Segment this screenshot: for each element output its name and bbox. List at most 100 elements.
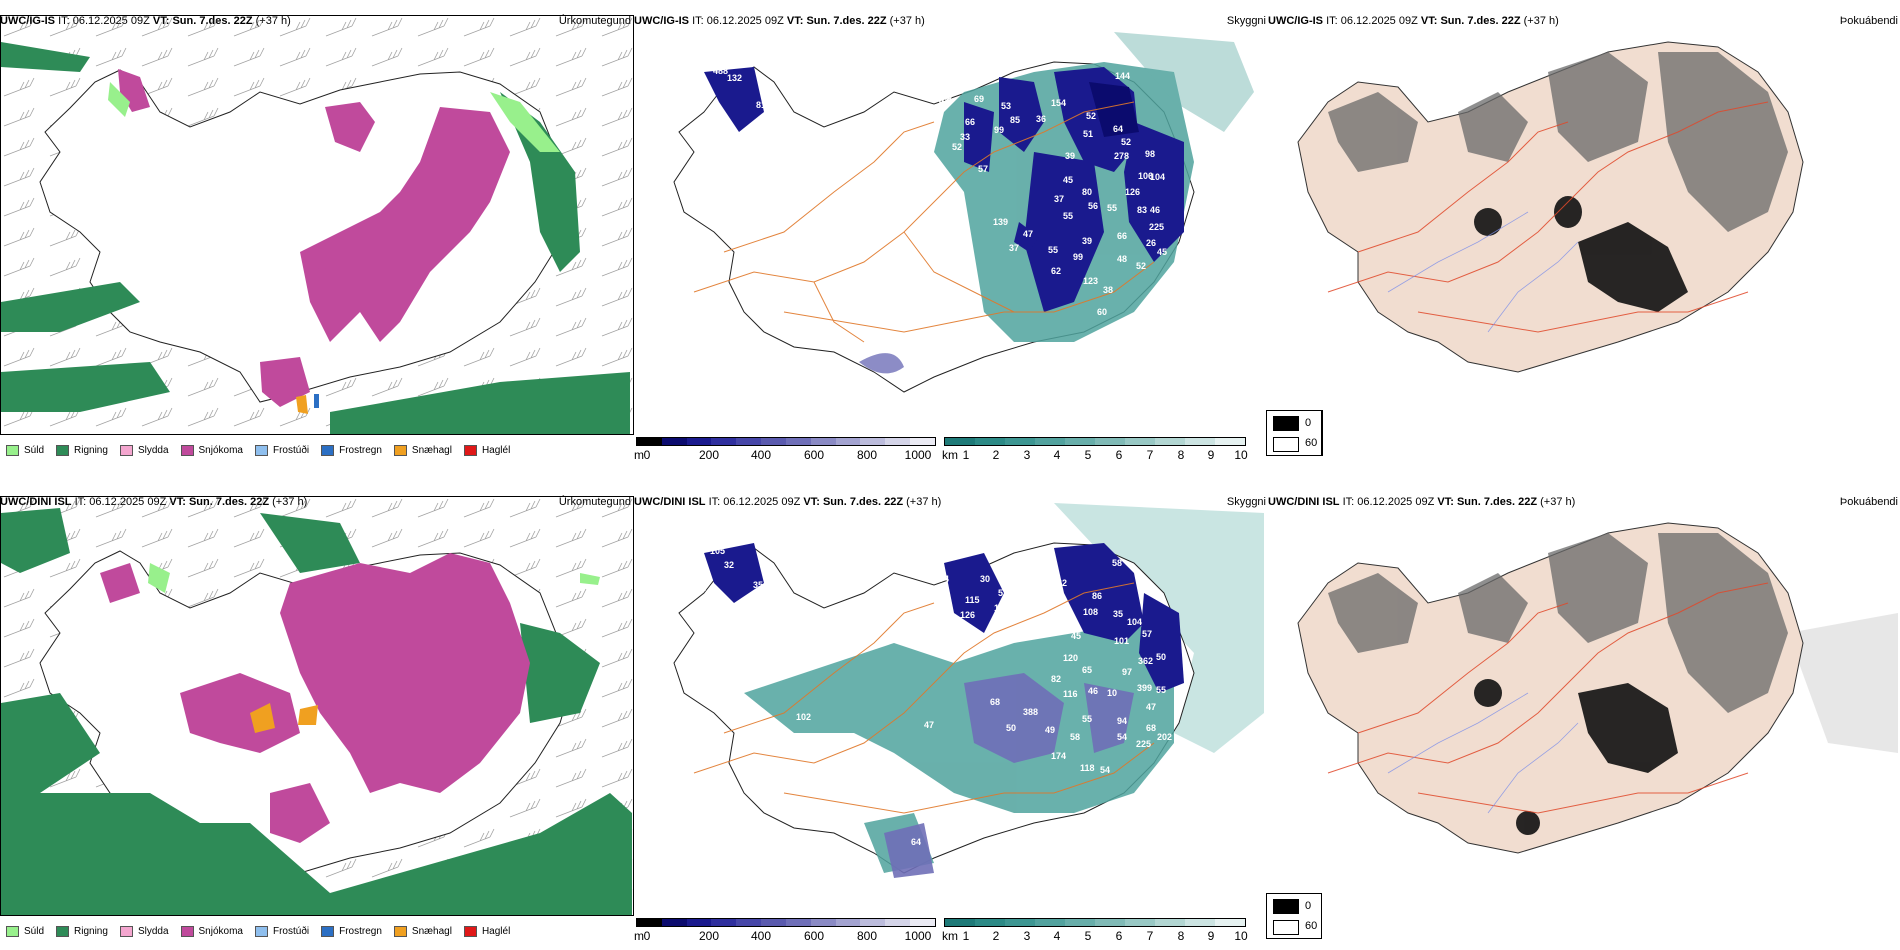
colorbar-segment [761,919,786,926]
ceiling-value-label: 110 [750,637,765,647]
ceiling-value-label: 62 [1051,266,1061,276]
ceiling-value-label: 154 [1051,98,1066,108]
colorbar-segment [1035,438,1065,445]
ceiling-value-label: 174 [1051,751,1066,761]
colorbar-segment [1065,438,1095,445]
fog-map-canvas [1297,522,1898,854]
ceiling-value-label: 120 [1063,653,1078,663]
colorbar-segment [835,919,861,926]
ceiling-visibility-map-bottom: UWC/DINI ISL IT: 06.12.2025 09Z VT: Sun.… [634,493,1268,944]
legend-swatch [254,925,268,937]
colorbar-segment [835,438,861,445]
ceiling-value-label: 39 [1082,236,1092,246]
ceiling-value-label: 106 [1138,171,1153,181]
legend-item: Frostúði [254,444,309,456]
legend-swatch [56,444,70,456]
panel-title: Þokuábendi [1839,496,1898,508]
legend-item: Slydda [119,444,169,456]
legend-item: Frostúði [254,925,309,937]
ceiling-value-label: 116 [1063,689,1078,699]
legend-item: Snjókoma [180,444,243,456]
legend-swatch [463,444,477,456]
ceiling-value-label: 225 [1136,739,1151,749]
legend-swatch [56,925,70,937]
colorbar-segment [860,438,886,445]
ceiling-value-label: 46 [1088,686,1098,696]
ceiling-value-label: 37 [698,583,708,593]
colorbar-segment [945,438,975,445]
ceiling-value-label: 99 [1073,252,1083,262]
colorbar-segment [661,919,687,926]
colorbar-segment [810,438,836,445]
legend-swatch [6,925,19,937]
ceiling-value-label: 53 [1001,101,1011,111]
panel-title: Skyggni [1226,496,1266,508]
visibility-colorbar: km 1 2 3 4 5 6 7 8 9 10 [942,437,1264,463]
colorbar-segment [1095,919,1125,926]
ceiling-values: 35 62 58 45 82 68 58 47 37 52 86 57 50 47 49 54 32 30 28 10… [698,546,1172,872]
ceiling-value-label: 36 [692,103,702,113]
legend-swatch [180,444,194,456]
ceiling-value-label: 47 [939,96,949,106]
ceiling-value-label: 56 [880,114,890,124]
map-header: UWC/DINI ISL IT: 06.12.2025 09Z VT: Sun.… [634,493,1268,511]
colorbar-segment [910,438,935,445]
precip-legend: Súld Rigning Slydda Snjókoma Frostúði Fr… [0,918,634,944]
ceiling-value-label: 67 [750,152,760,162]
ceiling-value-label: 184 [731,615,746,625]
ceiling-value-label: 97 [1122,667,1132,677]
colorbar-segment [1155,919,1185,926]
ceiling-value-label: 98 [1145,149,1155,159]
colorbar-segment [1185,919,1215,926]
ceiling-value-label: 123 [1083,276,1098,286]
colorbar-segment [686,919,712,926]
ceiling-value-label: 56 [1088,201,1098,211]
colorbar-segment [1095,438,1125,445]
ceiling-value-label: 108 [1083,607,1098,617]
legend-item: Snjókoma [180,925,243,937]
ceiling-value-label: 18 [710,61,720,71]
colorbar-segment [1155,438,1185,445]
ceiling-value-label: 47 [1023,229,1033,239]
ceiling-value-label: 52 [1121,137,1131,147]
ceiling-value-label: 37 [1054,194,1064,204]
ceiling-value-label: 126 [1125,187,1140,197]
ceiling-value-label: 388 [1023,707,1038,717]
ceiling-value-label: 47 [924,720,934,730]
legend-swatch [321,444,335,456]
legend-swatch [393,925,407,937]
ceiling-value-label: 58 [1070,732,1080,742]
ceiling-value-label: 278 [1114,151,1129,161]
precip-type-map-top: UWC/IG-IS IT: 06.12.2025 09Z VT: Sun. 7.… [0,12,634,463]
legend-item: Súld [6,925,44,937]
ceiling-value-label: 45 [1157,247,1167,257]
ceiling-value-label: 74 [939,574,949,584]
colorbar-segment [785,919,811,926]
ceiling-value-label: 64 [911,837,921,847]
ceiling-value-label: 50 [1010,600,1020,610]
ceiling-value-label: 58 [1112,558,1122,568]
ceiling-value-label: 57 [1142,629,1152,639]
colorbar-segment [686,438,712,445]
legend-swatch [463,925,477,937]
ceiling-map-canvas: 18 47 57 64 80 83 26 62 47 56 52 51 45 55 66 52 49 67 33 99… [673,32,1254,394]
ceiling-value-label: 52 [952,142,962,152]
ceiling-value-label: 488 [713,66,728,76]
legend-swatch [180,925,194,937]
colorbar-segment [1215,919,1245,926]
legend-item: Haglél [463,925,510,937]
ceiling-value-label: 62 [1057,578,1067,588]
ceiling-map-canvas: 35 62 58 45 82 68 58 47 37 52 86 57 50 47 49 54 32 30 28 10… [673,503,1264,878]
ceiling-value-label: 202 [1157,732,1172,742]
legend-item: Frostregn [321,925,382,937]
ceiling-value-label: 55 [1063,211,1073,221]
colorbar-segment [975,438,1005,445]
fog-map-canvas [1268,32,1898,432]
ceiling-value-label: 225 [1149,222,1164,232]
ceiling-value-label: 50 [731,137,741,147]
ceiling-value-label: 126 [960,610,975,620]
ceiling-value-label: 101 [1114,636,1129,646]
legend-item: Snæhagl [393,444,452,456]
ceiling-value-label: 82 [1051,674,1061,684]
ceiling-value-label: 50 [1006,723,1016,733]
